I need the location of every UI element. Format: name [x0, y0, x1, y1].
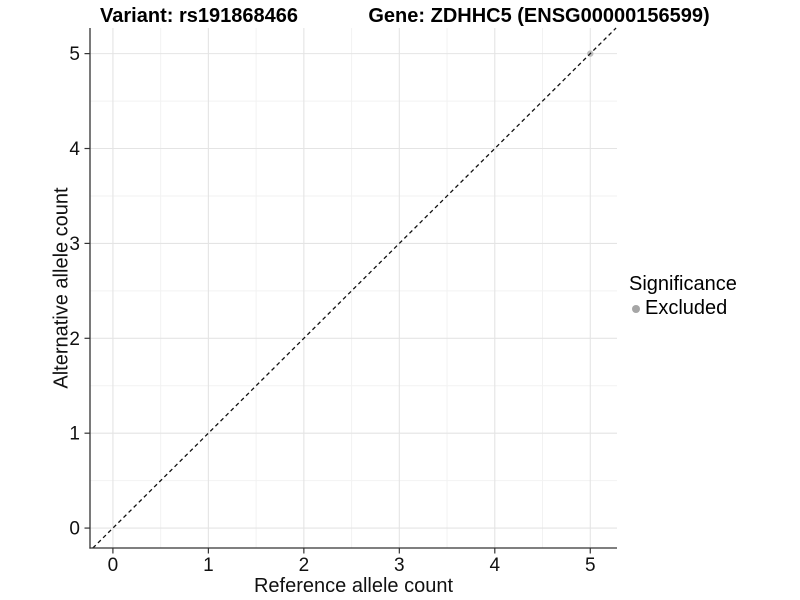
- x-tick-label: 0: [108, 555, 119, 576]
- x-tick-label: 3: [394, 555, 405, 576]
- x-tick-label: 4: [490, 555, 501, 576]
- y-tick-label: 0: [69, 519, 80, 540]
- y-tick-label: 3: [69, 234, 80, 255]
- legend: Significance Excluded: [629, 273, 737, 320]
- x-tick-label: 1: [203, 555, 214, 576]
- x-tick-label: 2: [299, 555, 310, 576]
- legend-item-label: Excluded: [645, 297, 728, 319]
- legend-key-dot-icon: [632, 304, 640, 313]
- plot-title-variant: Variant: rs191868466: [100, 5, 298, 27]
- y-tick-label: 2: [69, 329, 80, 350]
- x-axis-title: Reference allele count: [253, 575, 453, 597]
- legend-title: Significance: [629, 273, 737, 295]
- y-axis-title: Alternative allele count: [50, 187, 73, 389]
- legend-items: Excluded: [629, 297, 737, 320]
- plot-title-gene: Gene: ZDHHC5 (ENSG00000156599): [368, 5, 710, 27]
- identity-dashed-line: [92, 27, 617, 549]
- y-tick-label: 1: [69, 424, 80, 445]
- y-tick-label: 4: [69, 139, 80, 160]
- legend-item: Excluded: [629, 297, 737, 320]
- y-tick-label: 5: [69, 44, 80, 65]
- x-tick-label: 5: [585, 555, 596, 576]
